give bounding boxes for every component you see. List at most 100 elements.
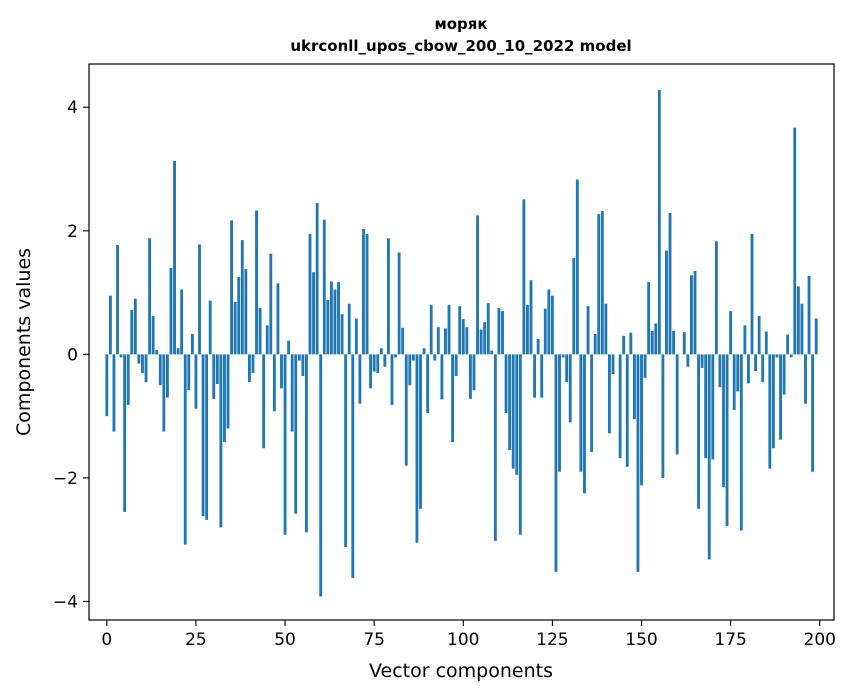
bar-117 — [522, 199, 526, 355]
bar-21 — [180, 289, 184, 355]
bar-166 — [697, 354, 700, 509]
bar-96 — [447, 304, 451, 355]
bar-79 — [387, 238, 390, 355]
bar-125 — [550, 295, 554, 355]
bar-92 — [433, 354, 437, 361]
bar-83 — [401, 327, 405, 355]
bar-46 — [269, 253, 273, 355]
bar-115 — [515, 354, 519, 475]
bar-160 — [675, 354, 679, 455]
bar-129 — [565, 354, 569, 383]
bar-102 — [468, 354, 472, 399]
bar-28 — [205, 354, 209, 520]
bar-95 — [444, 328, 447, 355]
bar-148 — [632, 354, 636, 420]
bar-6 — [126, 354, 130, 406]
x-tick-label: 200 — [804, 630, 836, 650]
bar-188 — [775, 354, 779, 358]
bar-180 — [747, 354, 750, 384]
bar-178 — [739, 354, 743, 531]
bar-29 — [208, 300, 212, 355]
bar-80 — [390, 354, 394, 406]
bar-163 — [686, 354, 690, 367]
bar-158 — [668, 212, 672, 355]
bar-32 — [219, 354, 223, 528]
bar-72 — [362, 228, 365, 355]
bar-65 — [337, 282, 340, 355]
bar-66 — [340, 314, 344, 355]
bar-13 — [151, 316, 155, 355]
bar-157 — [665, 250, 668, 355]
x-axis-label: Vector components — [369, 660, 553, 682]
bar-24 — [190, 333, 194, 355]
bar-41 — [251, 354, 255, 373]
bar-108 — [490, 350, 494, 355]
bar-114 — [511, 354, 515, 469]
y-tick-label: 4 — [67, 98, 78, 118]
bar-55 — [301, 354, 305, 376]
y-axis-ticks: −4 −2 0 2 4 — [53, 98, 89, 612]
bar-76 — [376, 354, 380, 373]
chart-title-line2: ukrconll_upos_cbow_200_10_2022 model — [290, 37, 631, 55]
bar-57 — [308, 233, 312, 355]
bar-150 — [640, 354, 643, 486]
bar-2 — [112, 354, 116, 432]
y-tick-label: −2 — [53, 469, 78, 489]
bar-189 — [779, 354, 782, 440]
bar-62 — [326, 299, 330, 355]
bar-44 — [262, 354, 266, 449]
bar-186 — [768, 354, 772, 469]
x-tick-label: 125 — [536, 630, 568, 650]
bar-172 — [718, 354, 722, 388]
bar-176 — [732, 354, 736, 410]
bar-30 — [212, 354, 216, 399]
bar-104 — [476, 215, 479, 355]
bar-183 — [757, 316, 761, 355]
bar-15 — [158, 354, 162, 386]
plot-frame — [88, 63, 835, 621]
bar-133 — [579, 354, 583, 472]
bar-100 — [461, 319, 465, 355]
x-tick-label: 75 — [363, 630, 385, 650]
bar-81 — [394, 354, 397, 358]
bar-40 — [247, 354, 251, 383]
x-axis-ticks: 0 25 50 75 100 125 150 175 200 — [101, 620, 836, 650]
bar-175 — [729, 311, 733, 355]
bar-107 — [486, 303, 490, 355]
bar-128 — [561, 354, 565, 358]
bar-167 — [700, 354, 704, 368]
bar-164 — [689, 275, 693, 355]
chart-title-line1: моряк — [434, 15, 487, 33]
bar-23 — [187, 354, 191, 391]
bar-89 — [422, 348, 426, 355]
y-tick-label: 2 — [67, 222, 78, 242]
bar-103 — [472, 354, 476, 391]
bar-116 — [518, 354, 522, 535]
bar-64 — [333, 289, 337, 355]
x-tick-label: 25 — [185, 630, 207, 650]
bar-165 — [693, 270, 697, 355]
bar-8 — [133, 298, 137, 355]
bar-53 — [294, 354, 298, 514]
bar-101 — [465, 327, 469, 355]
bar-190 — [782, 354, 786, 395]
bar-73 — [365, 233, 369, 355]
bar-149 — [636, 354, 640, 572]
bar-159 — [672, 330, 676, 355]
bar-18 — [169, 267, 173, 355]
bar-193 — [793, 127, 797, 355]
bar-134 — [583, 354, 586, 494]
bar-199 — [814, 318, 818, 355]
bar-88 — [419, 354, 422, 509]
bar-86 — [411, 354, 415, 361]
bar-82 — [397, 252, 401, 355]
bar-17 — [166, 354, 169, 398]
bar-25 — [194, 354, 198, 409]
bar-74 — [369, 354, 373, 389]
bar-63 — [329, 281, 333, 355]
bar-113 — [508, 354, 512, 451]
bar-145 — [622, 335, 626, 355]
bar-126 — [554, 354, 558, 572]
bar-71 — [358, 354, 362, 404]
bar-43 — [258, 308, 262, 355]
